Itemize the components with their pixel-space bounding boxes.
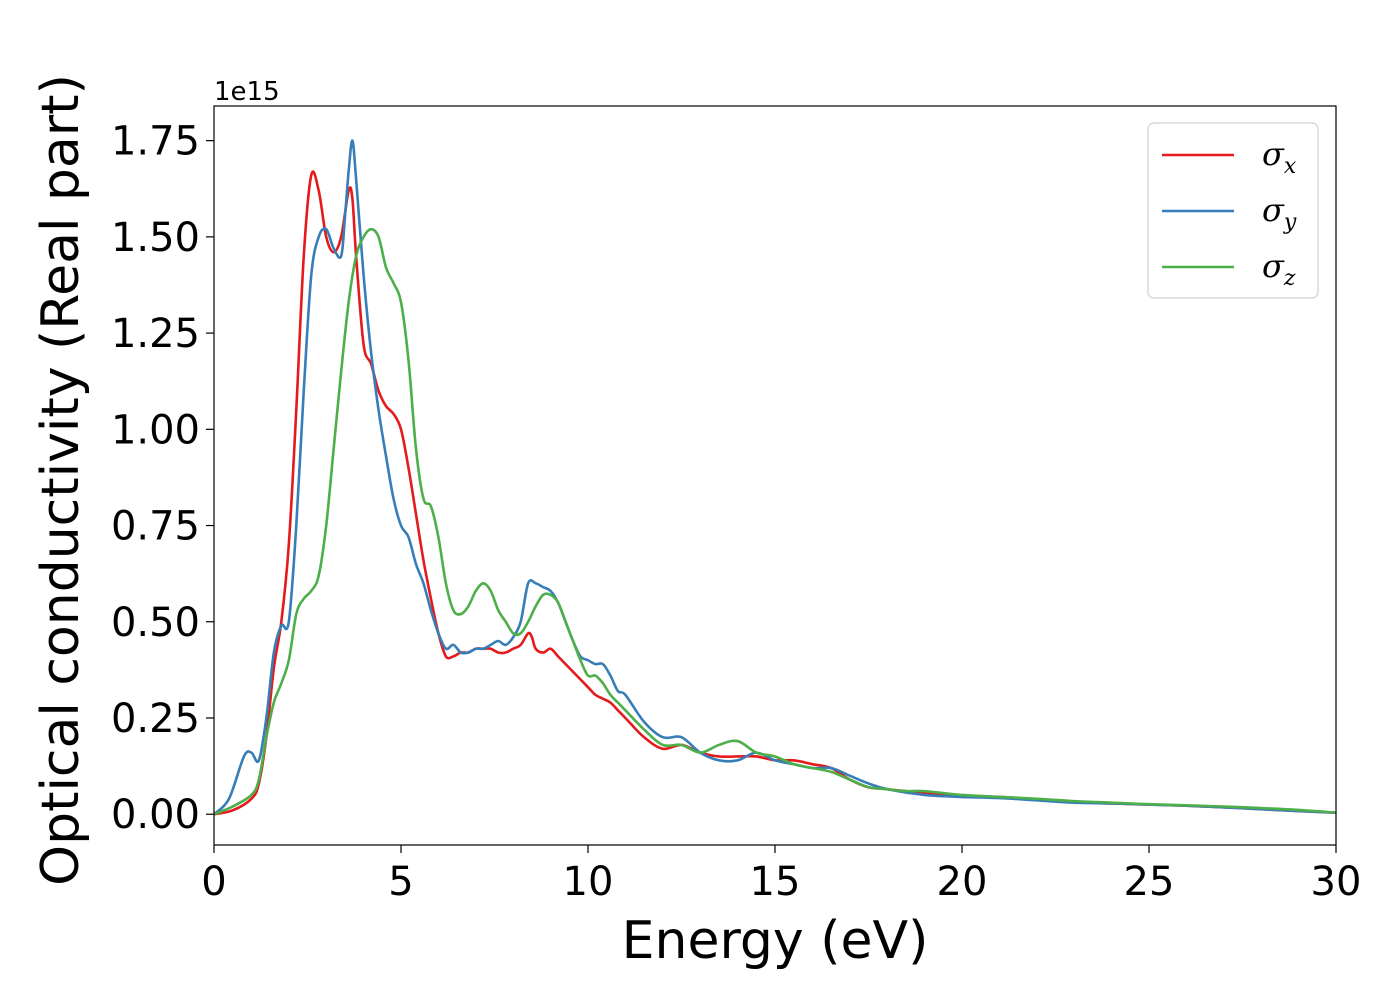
series-line-z [214, 227, 1336, 816]
x-tick-label: 20 [937, 859, 988, 905]
legend-item-x: σx [1162, 135, 1297, 179]
y-offset-label: 1e15 [214, 77, 280, 107]
x-axis-title: Energy (eV) [622, 911, 929, 971]
x-axis: 0 5 10 15 20 25 30 [201, 845, 1361, 905]
x-tick-label: 15 [750, 859, 801, 905]
series-line-y [214, 139, 1336, 816]
x-tick-label: 0 [201, 859, 226, 905]
y-tick-label: 0.25 [111, 696, 200, 742]
legend-label: σz [1262, 247, 1296, 291]
legend: σx σy σz [1147, 122, 1319, 299]
x-tick-label: 30 [1311, 859, 1362, 905]
x-tick-label: 5 [388, 859, 413, 905]
y-tick-label: 0.75 [111, 504, 200, 550]
legend-label: σy [1262, 191, 1297, 235]
y-tick-label: 0.50 [111, 600, 200, 646]
legend-label: σx [1262, 135, 1297, 179]
x-tick-label: 10 [563, 859, 614, 905]
y-axis: 0.00 0.25 0.50 0.75 1.00 1.25 1.50 1.75 [111, 119, 214, 838]
legend-item-z: σz [1162, 247, 1296, 291]
y-axis-title: Optical conductivity (Real part) [31, 74, 91, 886]
x-tick-label: 25 [1124, 859, 1175, 905]
y-tick-label: 1.00 [111, 407, 200, 453]
legend-item-y: σy [1162, 191, 1297, 235]
y-tick-label: 0.00 [111, 792, 200, 838]
series-layer [214, 139, 1336, 816]
y-tick-label: 1.25 [111, 311, 200, 357]
y-tick-label: 1.75 [111, 119, 200, 165]
y-tick-label: 1.50 [111, 215, 200, 261]
